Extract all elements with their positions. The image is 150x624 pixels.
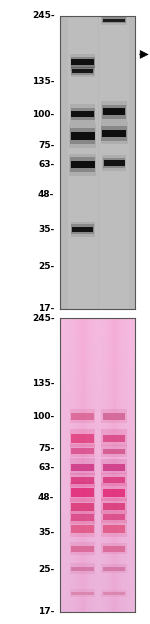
- Bar: [70, 132, 94, 140]
- Bar: [103, 489, 125, 497]
- Bar: [101, 16, 127, 24]
- Bar: [101, 520, 127, 537]
- Bar: [103, 160, 124, 166]
- Bar: [71, 414, 94, 420]
- Text: 245-: 245-: [32, 11, 54, 20]
- Bar: [70, 444, 95, 457]
- Text: 25-: 25-: [38, 262, 54, 271]
- Bar: [102, 105, 126, 119]
- Bar: [69, 124, 96, 148]
- Bar: [101, 590, 127, 597]
- Bar: [101, 126, 127, 140]
- Bar: [70, 104, 95, 124]
- Bar: [70, 542, 95, 555]
- Text: 100-: 100-: [32, 110, 54, 119]
- Bar: [103, 525, 125, 533]
- Bar: [70, 107, 94, 120]
- Bar: [103, 435, 125, 442]
- Text: 48-: 48-: [38, 190, 54, 199]
- Bar: [103, 109, 125, 115]
- Text: 63-: 63-: [38, 160, 54, 169]
- Bar: [71, 525, 94, 533]
- Bar: [101, 483, 127, 501]
- Bar: [103, 414, 125, 420]
- Bar: [101, 429, 127, 446]
- Bar: [102, 155, 126, 171]
- Bar: [70, 222, 94, 237]
- Bar: [103, 449, 125, 454]
- Bar: [71, 434, 94, 442]
- Bar: [70, 161, 94, 168]
- Bar: [101, 445, 127, 457]
- Bar: [71, 59, 94, 66]
- Bar: [70, 54, 95, 71]
- Bar: [100, 122, 127, 144]
- Bar: [103, 464, 125, 471]
- Text: 75-: 75-: [38, 444, 54, 453]
- Bar: [72, 69, 93, 73]
- Text: 245-: 245-: [32, 314, 54, 323]
- Bar: [70, 57, 94, 68]
- Bar: [71, 546, 94, 552]
- Bar: [101, 543, 127, 554]
- Bar: [71, 111, 94, 117]
- Text: 25-: 25-: [38, 565, 54, 573]
- Bar: [70, 482, 95, 502]
- Bar: [71, 225, 94, 235]
- Bar: [70, 510, 95, 524]
- Bar: [70, 157, 95, 172]
- Bar: [103, 514, 125, 520]
- Bar: [71, 592, 94, 595]
- Bar: [101, 459, 127, 474]
- Bar: [70, 458, 95, 475]
- Bar: [69, 154, 96, 176]
- Bar: [70, 472, 95, 487]
- Bar: [70, 563, 95, 573]
- Bar: [101, 510, 127, 524]
- Bar: [72, 227, 93, 232]
- Text: 35-: 35-: [38, 225, 54, 234]
- Text: 135-: 135-: [32, 379, 54, 388]
- Text: 35-: 35-: [38, 527, 54, 537]
- Bar: [70, 589, 95, 597]
- Bar: [71, 514, 94, 520]
- Bar: [103, 158, 125, 168]
- Bar: [70, 409, 95, 423]
- Bar: [71, 464, 94, 471]
- Bar: [71, 477, 94, 484]
- Bar: [70, 66, 94, 77]
- Bar: [101, 499, 127, 514]
- Bar: [102, 130, 126, 137]
- Bar: [71, 567, 94, 572]
- Bar: [101, 564, 127, 573]
- Bar: [103, 547, 125, 552]
- Bar: [70, 519, 95, 537]
- Bar: [71, 503, 94, 510]
- Bar: [71, 67, 94, 75]
- Text: 75-: 75-: [38, 141, 54, 150]
- Bar: [101, 474, 127, 486]
- Bar: [103, 19, 125, 22]
- Bar: [103, 592, 125, 595]
- Bar: [101, 101, 127, 122]
- Bar: [101, 409, 127, 423]
- Text: 17-: 17-: [38, 607, 54, 616]
- Bar: [71, 448, 94, 454]
- Bar: [70, 498, 95, 515]
- Bar: [71, 489, 94, 497]
- Text: 48-: 48-: [38, 493, 54, 502]
- Bar: [103, 477, 125, 484]
- Bar: [70, 429, 95, 447]
- Bar: [68, 16, 98, 309]
- Text: 100-: 100-: [32, 412, 54, 421]
- Bar: [102, 17, 126, 23]
- Text: 63-: 63-: [38, 463, 54, 472]
- Bar: [99, 16, 129, 309]
- Bar: [103, 567, 125, 571]
- Text: 17-: 17-: [38, 305, 54, 313]
- Bar: [70, 128, 95, 144]
- Bar: [103, 504, 125, 510]
- Text: 135-: 135-: [32, 77, 54, 85]
